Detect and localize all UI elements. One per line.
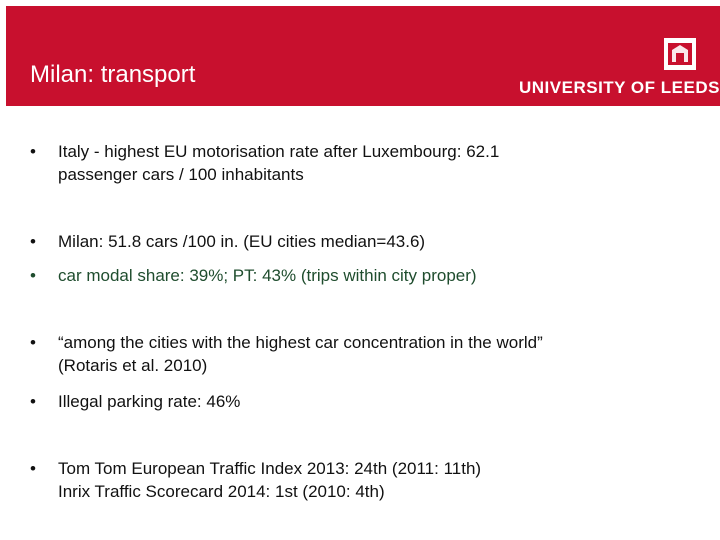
leeds-crest-icon xyxy=(664,38,696,70)
bullet-line: Tom Tom European Traffic Index 2013: 24t… xyxy=(58,459,482,478)
bullet-symbol: • xyxy=(30,232,36,251)
bullet-line: Inrix Traffic Scorecard 2014: 1st (2010:… xyxy=(58,482,385,501)
bullet-line: passenger cars / 100 inhabitants xyxy=(58,165,304,184)
bullet-line: Italy - highest EU motorisation rate aft… xyxy=(58,142,500,161)
bullet-text: Italy - highest EU motorisation rate aft… xyxy=(58,140,499,186)
bullet-text: Tom Tom European Traffic Index 2013: 24t… xyxy=(58,457,481,503)
slide-title: Milan: transport xyxy=(30,61,196,88)
bullet-symbol: • xyxy=(30,392,36,411)
bullet-symbol: • xyxy=(30,333,36,352)
header-banner: Milan: transport UNIVERSITY OF LEEDS xyxy=(6,6,720,106)
bullet-text: Milan: 51.8 cars /100 in. (EU cities med… xyxy=(58,232,426,251)
bullet-symbol: • xyxy=(30,142,36,161)
bullet-text: Illegal parking rate: 46% xyxy=(58,392,241,411)
bullet-text: “among the cities with the highest car c… xyxy=(58,331,543,377)
bullet-line: (Rotaris et al. 2010) xyxy=(58,356,208,375)
bullet-text: car modal share: 39%; PT: 43% (trips wit… xyxy=(58,266,477,285)
bullet-line: “among the cities with the highest car c… xyxy=(58,333,543,352)
bullet-symbol: • xyxy=(30,459,36,478)
bullet-symbol: • xyxy=(30,266,36,285)
logo-text: UNIVERSITY OF LEEDS xyxy=(519,78,720,97)
